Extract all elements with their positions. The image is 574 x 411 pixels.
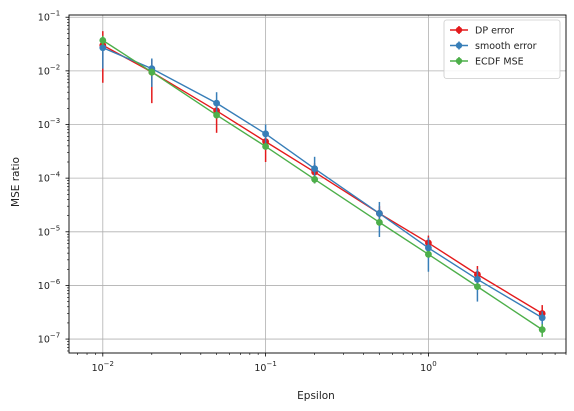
- y-tick-label: 10−3: [38, 117, 60, 131]
- plot-frame: [68, 14, 567, 354]
- legend-swatch-marker: [455, 26, 463, 34]
- legend-item: ECDF MSE: [450, 57, 524, 68]
- data-point: [425, 244, 432, 252]
- y-tick-label: 10−5: [38, 224, 60, 238]
- x-tick-label: 10−1: [254, 360, 276, 374]
- x-axis-label: Epsilon: [297, 390, 335, 402]
- y-tick-label: 10−7: [38, 332, 60, 346]
- legend-label: smooth error: [475, 41, 537, 52]
- data-point: [474, 275, 481, 283]
- legend-label: ECDF MSE: [475, 57, 524, 68]
- data-point: [213, 111, 220, 119]
- legend-item: smooth error: [450, 41, 537, 52]
- ticks: 10−2 10−1 100 10−7 10−6 10−5 10−4 10−3 10−2 10−1: [38, 10, 567, 374]
- y-tick-label: 10−1: [38, 10, 60, 24]
- data-point: [376, 210, 383, 217]
- x-tick-label: 100: [420, 360, 437, 374]
- data-point: [538, 314, 546, 322]
- data-point: [538, 326, 546, 334]
- y-tick-label: 10−6: [38, 278, 61, 292]
- data-point: [99, 36, 107, 44]
- legend: DP error smooth error ECDF MSE: [443, 19, 561, 79]
- data-point: [425, 250, 432, 258]
- data-point: [148, 68, 156, 76]
- data-point: [311, 175, 319, 183]
- grid: [69, 15, 566, 353]
- data-point: [376, 218, 383, 226]
- data-point: [99, 44, 107, 52]
- series-group: [99, 31, 546, 337]
- y-tick-label: 10−4: [38, 171, 61, 185]
- legend-swatch-marker: [455, 57, 463, 65]
- x-tick-label: 10−2: [92, 360, 114, 374]
- data-point: [474, 283, 481, 291]
- data-point: [262, 143, 270, 150]
- data-point: [311, 165, 319, 173]
- y-tick-label: 10−2: [38, 63, 60, 77]
- series-ecdf-mse: [99, 35, 546, 337]
- legend-label: DP error: [475, 26, 514, 37]
- data-point: [213, 99, 220, 107]
- legend-box: [443, 19, 561, 79]
- data-point: [262, 130, 270, 138]
- y-axis-label: MSE ratio: [10, 157, 22, 207]
- legend-swatch-marker: [455, 42, 463, 49]
- legend-item: DP error: [450, 26, 514, 37]
